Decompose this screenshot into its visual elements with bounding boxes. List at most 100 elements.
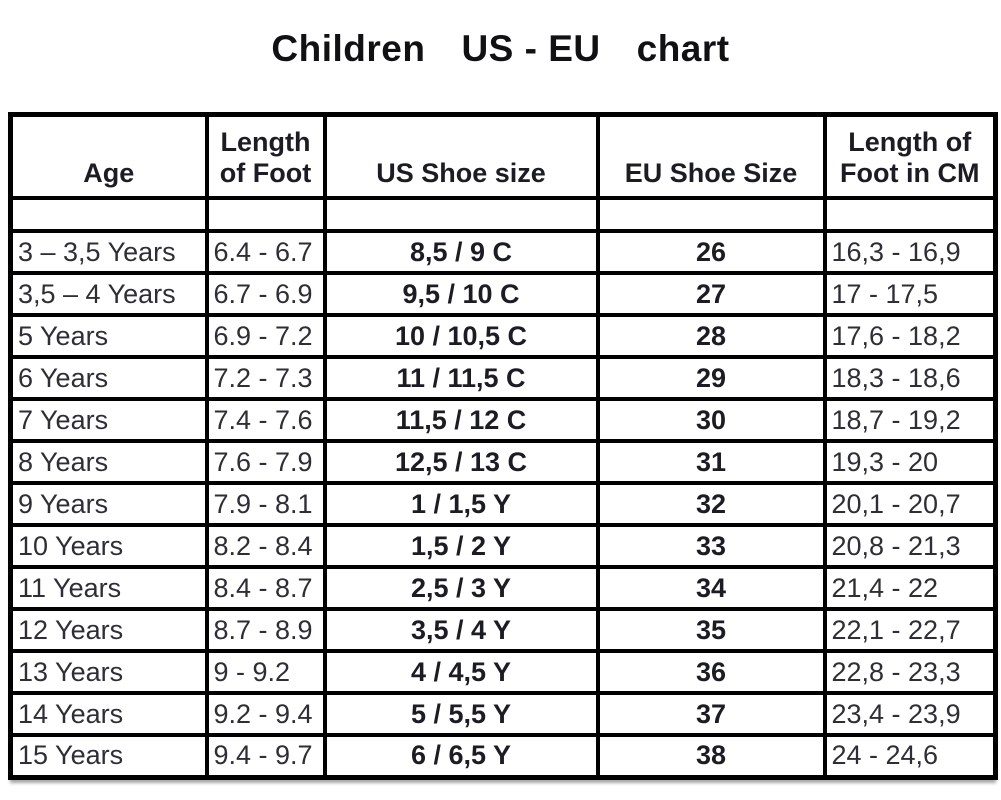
foot-length-cm-cell: 22,1 - 22,7	[822, 607, 998, 653]
table-row: 7 Years 7.4 - 7.6 11,5 / 12 C 30 18,7 - …	[8, 397, 998, 443]
age-cell: 13 Years	[8, 649, 209, 695]
eu-size-cell: 38	[595, 733, 827, 779]
foot-length-cm-cell: 18,3 - 18,6	[822, 355, 998, 401]
foot-length-cm-cell: 21,4 - 22	[822, 565, 998, 611]
foot-length-cm-cell: 24 - 24,6	[822, 733, 998, 779]
page-title-part: Children	[271, 28, 426, 69]
table-row: 15 Years 9.4 - 9.7 6 / 6,5 Y 38 24 - 24,…	[8, 733, 998, 779]
eu-size-cell: 34	[595, 565, 827, 611]
eu-size-cell: 37	[595, 691, 827, 737]
column-header-us-size: US Shoe size	[322, 112, 600, 200]
foot-length-cm-cell: 20,1 - 20,7	[822, 481, 998, 527]
age-cell: 12 Years	[8, 607, 209, 653]
table-row: 13 Years 9 - 9.2 4 / 4,5 Y 36 22,8 - 23,…	[8, 649, 998, 695]
age-cell: 10 Years	[8, 523, 209, 569]
table-body: 3 – 3,5 Years 6.4 - 6.7 8,5 / 9 C 26 16,…	[8, 196, 998, 779]
us-size-cell: 2,5 / 3 Y	[322, 565, 600, 611]
foot-length-cell: 7.4 - 7.6	[204, 397, 327, 443]
foot-length-cell: 8.2 - 8.4	[204, 523, 327, 569]
foot-length-cell: 7.6 - 7.9	[204, 439, 327, 485]
eu-size-cell: 36	[595, 649, 827, 695]
foot-length-cell: 9.2 - 9.4	[204, 691, 327, 737]
foot-length-cell: 6.4 - 6.7	[204, 229, 327, 275]
us-size-cell: 1,5 / 2 Y	[322, 523, 600, 569]
page-title-part: chart	[636, 28, 730, 69]
header-line: of Foot	[219, 157, 312, 188]
age-cell: 5 Years	[8, 313, 209, 359]
size-chart-table: Age Length of Foot US Shoe size EU Shoe …	[8, 112, 998, 780]
us-size-cell: 1 / 1,5 Y	[322, 481, 600, 527]
header-line: Length of	[848, 126, 972, 157]
foot-length-cm-cell: 17,6 - 18,2	[822, 313, 998, 359]
age-cell: 9 Years	[8, 481, 209, 527]
foot-length-cm-cell: 22,8 - 23,3	[822, 649, 998, 695]
us-size-cell: 3,5 / 4 Y	[322, 607, 600, 653]
page-title: Children US - EU chart	[0, 0, 1001, 70]
column-header-eu-size: EU Shoe Size	[595, 112, 827, 200]
foot-length-cell: 7.2 - 7.3	[204, 355, 327, 401]
eu-size-cell: 29	[595, 355, 827, 401]
eu-size-cell: 30	[595, 397, 827, 443]
table-row: 3 – 3,5 Years 6.4 - 6.7 8,5 / 9 C 26 16,…	[8, 229, 998, 275]
age-cell: 15 Years	[8, 733, 209, 779]
us-size-cell: 9,5 / 10 C	[322, 271, 600, 317]
eu-size-cell: 32	[595, 481, 827, 527]
age-cell: 11 Years	[8, 565, 209, 611]
foot-length-cell: 9.4 - 9.7	[204, 733, 327, 779]
header-line: EU Shoe Size	[624, 157, 798, 188]
table-row: 5 Years 6.9 - 7.2 10 / 10,5 C 28 17,6 - …	[8, 313, 998, 359]
us-size-cell: 6 / 6,5 Y	[322, 733, 600, 779]
foot-length-cell: 6.9 - 7.2	[204, 313, 327, 359]
us-size-cell: 8,5 / 9 C	[322, 229, 600, 275]
eu-size-cell: 35	[595, 607, 827, 653]
table-row: 12 Years 8.7 - 8.9 3,5 / 4 Y 35 22,1 - 2…	[8, 607, 998, 653]
table-header: Age Length of Foot US Shoe size EU Shoe …	[8, 112, 998, 200]
table-row: 11 Years 8.4 - 8.7 2,5 / 3 Y 34 21,4 - 2…	[8, 565, 998, 611]
foot-length-cell: 7.9 - 8.1	[204, 481, 327, 527]
us-size-cell: 4 / 4,5 Y	[322, 649, 600, 695]
header-line: Length	[220, 126, 311, 157]
age-cell: 8 Years	[8, 439, 209, 485]
header-line: US Shoe size	[376, 157, 546, 188]
foot-length-cm-cell: 20,8 - 21,3	[822, 523, 998, 569]
column-header-foot-length-cm: Length of Foot in CM	[822, 112, 998, 200]
age-cell: 7 Years	[8, 397, 209, 443]
column-header-age: Age	[8, 112, 209, 200]
empty-cell	[322, 196, 600, 233]
eu-size-cell: 26	[595, 229, 827, 275]
empty-cell	[204, 196, 327, 233]
empty-row	[8, 196, 998, 233]
header-line: Age	[83, 157, 135, 188]
empty-cell	[8, 196, 209, 233]
foot-length-cell: 9 - 9.2	[204, 649, 327, 695]
header-line: Foot in CM	[840, 157, 980, 188]
column-header-foot-length: Length of Foot	[204, 112, 327, 200]
foot-length-cm-cell: 18,7 - 19,2	[822, 397, 998, 443]
table-row: 8 Years 7.6 - 7.9 12,5 / 13 C 31 19,3 - …	[8, 439, 998, 485]
eu-size-cell: 27	[595, 271, 827, 317]
age-cell: 3,5 – 4 Years	[8, 271, 209, 317]
table-row: 14 Years 9.2 - 9.4 5 / 5,5 Y 37 23,4 - 2…	[8, 691, 998, 737]
foot-length-cm-cell: 16,3 - 16,9	[822, 229, 998, 275]
us-size-cell: 12,5 / 13 C	[322, 439, 600, 485]
eu-size-cell: 28	[595, 313, 827, 359]
age-cell: 6 Years	[8, 355, 209, 401]
foot-length-cm-cell: 19,3 - 20	[822, 439, 998, 485]
us-size-cell: 11 / 11,5 C	[322, 355, 600, 401]
foot-length-cm-cell: 17 - 17,5	[822, 271, 998, 317]
table-row: 10 Years 8.2 - 8.4 1,5 / 2 Y 33 20,8 - 2…	[8, 523, 998, 569]
eu-size-cell: 31	[595, 439, 827, 485]
table-row: 3,5 – 4 Years 6.7 - 6.9 9,5 / 10 C 27 17…	[8, 271, 998, 317]
us-size-cell: 5 / 5,5 Y	[322, 691, 600, 737]
empty-cell	[822, 196, 998, 233]
foot-length-cell: 8.7 - 8.9	[204, 607, 327, 653]
us-size-cell: 11,5 / 12 C	[322, 397, 600, 443]
table-row: 6 Years 7.2 - 7.3 11 / 11,5 C 29 18,3 - …	[8, 355, 998, 401]
age-cell: 14 Years	[8, 691, 209, 737]
eu-size-cell: 33	[595, 523, 827, 569]
table-row: 9 Years 7.9 - 8.1 1 / 1,5 Y 32 20,1 - 20…	[8, 481, 998, 527]
foot-length-cell: 6.7 - 6.9	[204, 271, 327, 317]
age-cell: 3 – 3,5 Years	[8, 229, 209, 275]
empty-cell	[595, 196, 827, 233]
